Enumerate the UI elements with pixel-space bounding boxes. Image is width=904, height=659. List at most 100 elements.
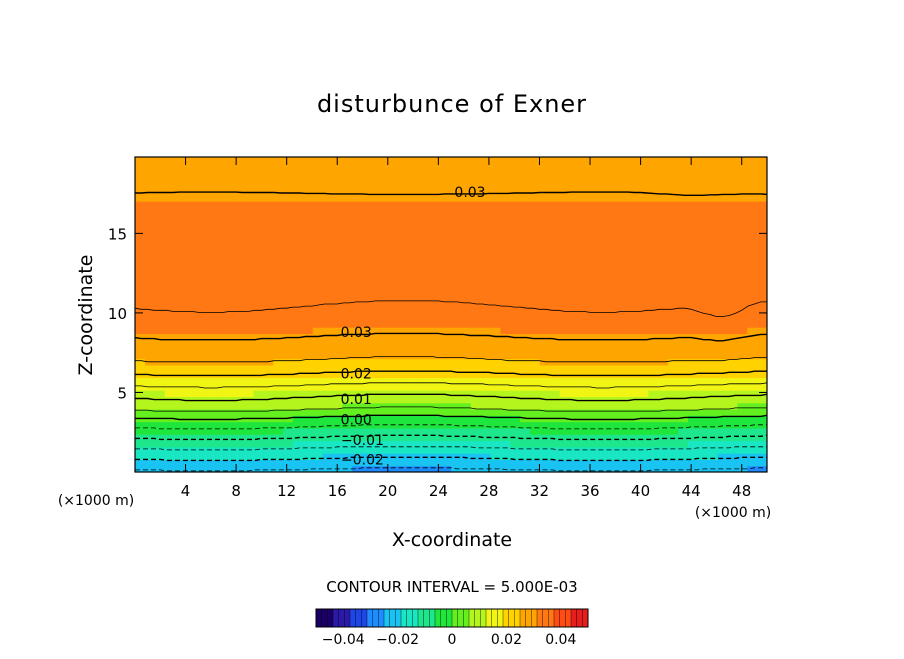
field-cell [490,283,501,290]
field-cell [658,194,669,202]
field-cell [401,346,413,353]
field-cell [352,175,363,183]
field-cell [332,446,343,454]
field-cell [154,163,166,171]
field-cell [441,327,452,334]
field-cell [678,383,689,391]
field-cell [688,283,699,290]
field-cell [283,276,294,284]
field-cell [223,364,235,372]
field-cell [431,264,442,271]
field-cell [233,390,245,397]
field-cell [530,364,541,372]
field-cell [500,364,511,372]
field-cell [411,163,422,171]
field-cell [520,220,531,227]
field-cell [243,364,255,372]
field-cell [569,327,580,334]
colorbar-cell [338,608,345,628]
field-cell [688,415,699,423]
field-cell [520,264,531,271]
field-cell [332,283,343,290]
field-cell [500,314,511,322]
field-cell [658,465,669,472]
field-cell [233,201,245,208]
field-cell [678,339,689,347]
field-cell [520,169,531,177]
field-cell [707,459,719,467]
field-cell [539,226,551,234]
field-cell [628,427,640,435]
field-cell [648,320,659,328]
field-cell [352,213,363,221]
field-cell [214,364,225,372]
field-cell [332,232,343,240]
field-cell [391,232,403,240]
field-cell [638,283,650,290]
field-cell [717,308,729,316]
field-cell [747,427,758,435]
field-cell [717,283,729,290]
field-cell [569,207,580,215]
field-cell [214,339,225,347]
field-cell [480,409,492,416]
field-cell [480,465,492,472]
field-cell [569,339,580,347]
field-cell [569,402,580,410]
field-cell [184,213,195,221]
field-cell [500,346,511,353]
field-cell [174,440,185,448]
field-cell [352,201,363,208]
field-cell [559,346,571,353]
field-cell [293,459,304,467]
field-cell [362,257,373,265]
field-cell [510,402,521,410]
field-cell [391,301,403,309]
field-cell [431,434,442,442]
field-cell [362,333,373,341]
field-cell [322,220,334,227]
field-cell [678,207,689,215]
contour-line [135,393,767,402]
field-cell [678,396,689,404]
field-cell [233,251,245,259]
y-tick-label: 10 [108,305,127,323]
field-cell [441,352,452,360]
field-cell [618,264,630,271]
field-cell [520,301,531,309]
field-cell [322,163,334,171]
field-cell [451,396,462,404]
field-cell [559,339,571,347]
field-cell [391,465,403,472]
field-cell [233,377,245,385]
field-cell [618,327,630,334]
field-cell [174,251,185,259]
field-cell [391,327,403,334]
field-cell [668,352,679,360]
field-cell [451,415,462,423]
field-cell [747,371,758,379]
field-cell [144,453,156,460]
field-cell [322,226,334,234]
field-cell [678,175,689,183]
field-cell [727,402,738,410]
field-cell [253,377,264,385]
field-cell [717,440,729,448]
field-cell [164,339,176,347]
field-cell [707,415,719,423]
field-cell [164,371,176,379]
field-cell [549,157,561,164]
field-cell [352,163,363,171]
field-cell [214,289,225,297]
field-cell [263,226,274,234]
field-cell [184,232,195,240]
field-cell [480,446,492,454]
field-cell [717,163,729,171]
field-cell [717,333,729,341]
field-cell [688,169,699,177]
contour-label: −0.02 [341,452,384,468]
field-cell [451,333,462,341]
field-cell [707,232,719,240]
field-cell [668,446,679,454]
field-cell [184,346,195,353]
